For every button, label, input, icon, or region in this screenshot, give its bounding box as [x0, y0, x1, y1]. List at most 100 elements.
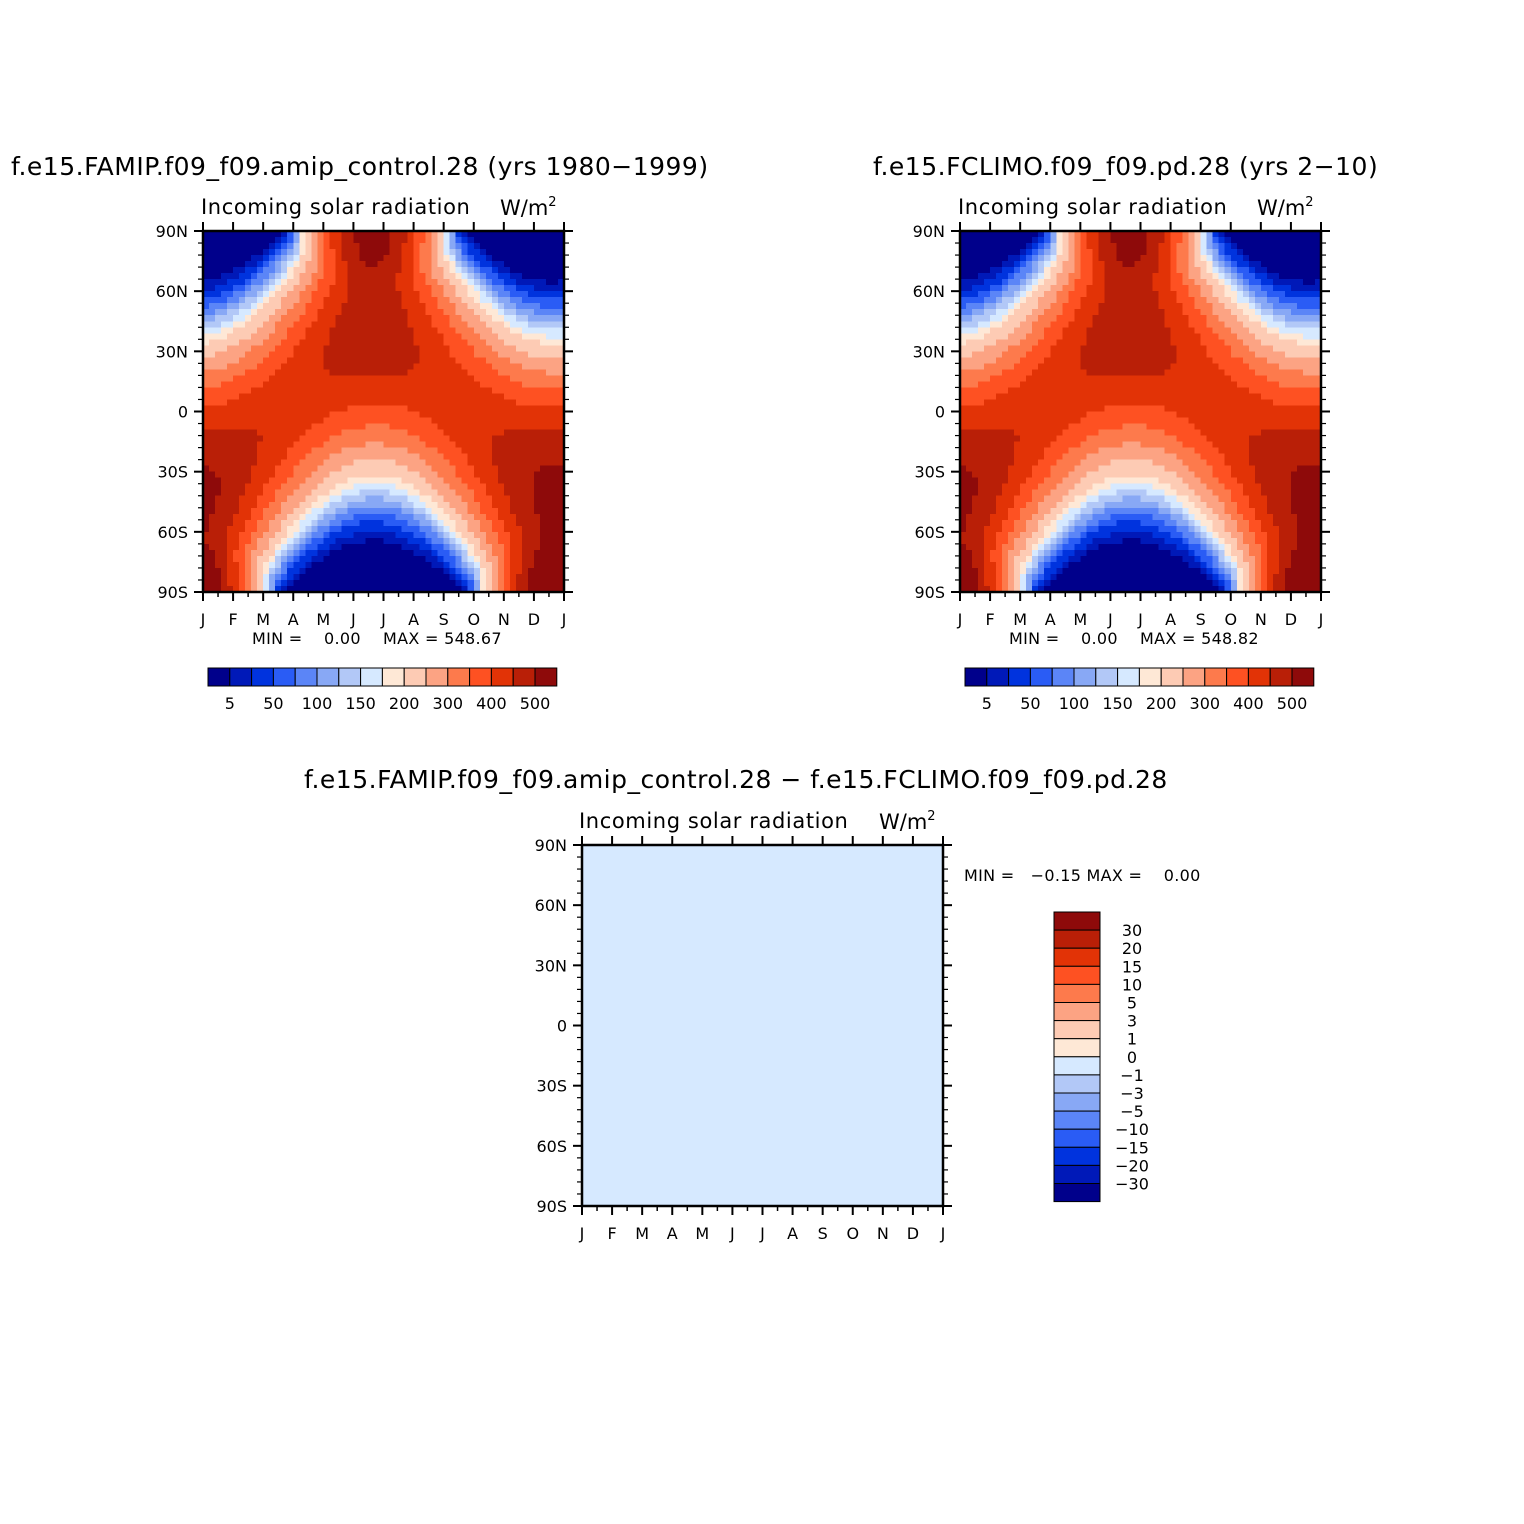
field-cell — [413, 579, 421, 587]
field-cell — [479, 285, 487, 292]
field-cell — [317, 267, 324, 274]
field-cell — [455, 321, 463, 328]
field-cell — [1086, 363, 1093, 370]
field-cell — [485, 453, 493, 461]
field-cell — [293, 321, 300, 328]
field-cell — [1218, 297, 1226, 304]
field-cell — [1134, 261, 1142, 268]
field-cell — [479, 357, 487, 364]
field-cell — [377, 345, 385, 352]
field-cell — [497, 501, 505, 509]
field-cell — [353, 483, 361, 491]
field-cell — [341, 495, 348, 503]
field-cell — [335, 297, 342, 304]
field-cell — [365, 321, 373, 328]
field-cell — [371, 441, 379, 449]
field-cell — [377, 417, 385, 425]
field-cell — [491, 267, 499, 274]
field-cell — [533, 393, 541, 401]
field-cell — [413, 459, 421, 467]
field-cell — [371, 249, 379, 256]
field-cell — [1302, 279, 1310, 286]
field-cell — [287, 411, 294, 419]
field-cell — [1164, 321, 1172, 328]
field-cell — [257, 555, 264, 563]
field-cell — [233, 285, 240, 292]
field-cell — [503, 375, 511, 383]
field-cell — [521, 327, 529, 334]
field-cell — [539, 435, 547, 443]
field-cell — [509, 285, 517, 292]
field-cell — [515, 417, 523, 425]
field-cell — [317, 321, 324, 328]
field-cell — [1260, 279, 1268, 286]
field-cell — [227, 489, 234, 497]
field-cell — [251, 459, 258, 467]
field-cell — [275, 585, 282, 593]
field-cell — [275, 471, 282, 479]
field-cell — [401, 579, 409, 587]
field-cell — [443, 441, 451, 449]
field-cell — [317, 327, 324, 334]
field-cell — [335, 555, 342, 563]
field-cell — [521, 237, 529, 244]
field-cell — [479, 453, 487, 461]
field-cell — [299, 447, 306, 455]
field-cell — [1224, 327, 1232, 334]
field-cell — [389, 273, 397, 280]
field-cell — [269, 405, 276, 413]
field-cell — [545, 555, 553, 563]
field-cell — [1026, 249, 1033, 256]
field-cell — [287, 567, 294, 575]
field-cell — [323, 321, 330, 328]
field-cell — [239, 321, 246, 328]
field-cell — [1296, 321, 1304, 328]
field-cell — [485, 495, 493, 503]
field-cell — [533, 447, 541, 455]
field-cell — [1236, 327, 1244, 334]
field-cell — [239, 303, 246, 310]
field-cell — [551, 429, 559, 437]
field-cell — [497, 369, 505, 376]
field-cell — [377, 525, 385, 533]
x-tick-label: J — [561, 610, 567, 629]
field-cell — [359, 309, 367, 316]
field-cell — [1224, 303, 1232, 310]
field-cell — [311, 489, 318, 497]
field-cell — [275, 555, 282, 563]
field-cell — [311, 555, 318, 563]
field-cell — [425, 273, 433, 280]
field-cell — [545, 393, 553, 401]
field-cell — [257, 381, 264, 389]
field-cell — [263, 399, 270, 407]
field-cell — [503, 477, 511, 485]
field-cell — [1230, 321, 1238, 328]
field-cell — [473, 531, 481, 539]
field-cell — [1098, 333, 1105, 340]
field-cell — [377, 549, 385, 557]
panel1-min: MIN = 0.00 — [252, 629, 361, 648]
field-cell — [395, 309, 403, 316]
field-cell — [467, 555, 475, 563]
field-cell — [269, 231, 276, 238]
field-cell — [371, 381, 379, 389]
field-cell — [377, 507, 385, 515]
field-cell — [521, 345, 529, 352]
field-cell — [479, 303, 487, 310]
field-cell — [359, 537, 367, 545]
field-cell — [263, 423, 270, 431]
field-cell — [491, 561, 499, 569]
field-cell — [497, 291, 505, 298]
field-cell — [287, 501, 294, 509]
field-cell — [323, 507, 330, 515]
field-cell — [1290, 351, 1298, 358]
field-cell — [317, 555, 324, 563]
field-cell — [491, 333, 499, 340]
field-cell — [233, 501, 240, 509]
field-cell — [341, 417, 348, 425]
field-cell — [215, 357, 222, 364]
field-cell — [257, 243, 264, 250]
field-cell — [461, 381, 469, 389]
field-cell — [389, 525, 397, 533]
field-cell — [443, 579, 451, 587]
